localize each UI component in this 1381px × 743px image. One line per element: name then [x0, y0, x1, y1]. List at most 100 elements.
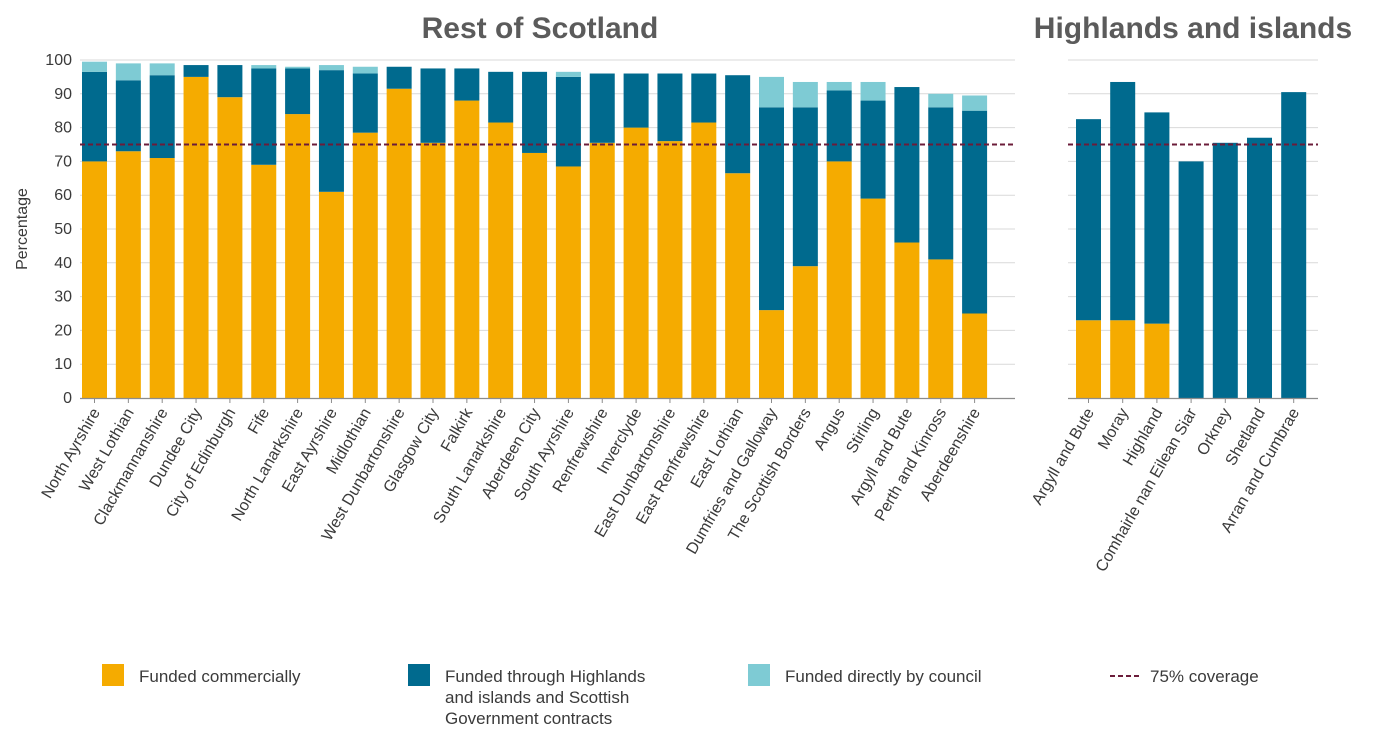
bar-dumfries-and-galloway-hi_sg: [759, 107, 784, 311]
bar-falkirk-hi_sg: [454, 68, 480, 101]
y-tick-label-100: 100: [45, 52, 72, 69]
legend-label-3-0: 75% coverage: [1150, 667, 1259, 686]
bar-dumfries-and-galloway-council: [759, 76, 784, 108]
y-axis-label: Percentage: [14, 188, 31, 270]
bar-west-dunbartonshire-commercial: [386, 88, 412, 398]
bar-the-scottish-borders-hi_sg: [792, 107, 818, 267]
bar-glasgow-city-hi_sg: [420, 68, 446, 143]
bar-angus-commercial: [826, 161, 852, 398]
bar-east-ayrshire-hi_sg: [318, 70, 344, 192]
bar-fife-council: [251, 65, 277, 69]
bar-east-lothian-commercial: [725, 173, 751, 398]
bar-east-dunbartonshire-commercial: [657, 141, 683, 398]
bar-north-ayrshire-hi_sg: [82, 71, 107, 162]
bar-renfrewshire-hi_sg: [589, 73, 615, 143]
bar-stirling-council: [860, 81, 886, 101]
legend-swatch-council: [748, 664, 770, 686]
bar-moray-hi_sg: [1110, 81, 1136, 321]
legend-label-1-1: and islands and Scottish: [445, 688, 629, 707]
bar-south-ayrshire-council: [555, 71, 581, 77]
bar-moray-commercial: [1110, 320, 1136, 398]
bar-clackmannanshire-council: [149, 63, 175, 76]
y-tick-label-70: 70: [54, 153, 72, 170]
bar-renfrewshire-commercial: [589, 142, 615, 398]
legend: Funded commercially Funded through Highla…: [102, 664, 1259, 728]
legend-swatch-hi_sg: [408, 664, 430, 686]
x-tick-label-fife: Fife: [245, 405, 273, 437]
bar-east-dunbartonshire-hi_sg: [657, 73, 683, 142]
bar-south-lanarkshire-hi_sg: [488, 71, 514, 123]
x-tick-label-angus: Angus: [811, 406, 848, 454]
bar-north-ayrshire-council: [82, 61, 107, 72]
bar-east-renfrewshire-hi_sg: [691, 73, 717, 123]
bar-argyll-and-bute-commercial: [1076, 320, 1101, 398]
legend-label-0-0: Funded commercially: [139, 667, 301, 686]
bar-midlothian-commercial: [352, 132, 378, 399]
bar-perth-and-kinross-council: [928, 93, 954, 108]
bar-midlothian-hi_sg: [352, 73, 378, 133]
legend-swatch-commercial: [102, 664, 124, 686]
rest-of-scotland-title: Rest of Scotland: [422, 12, 659, 45]
bar-west-lothian-hi_sg: [115, 80, 141, 152]
bar-east-ayrshire-council: [318, 65, 344, 71]
y-tick-label-80: 80: [54, 120, 72, 137]
bar-perth-and-kinross-hi_sg: [928, 107, 954, 260]
bar-aberdeenshire-hi_sg: [962, 110, 988, 314]
bar-argyll-and-bute-hi_sg: [1076, 119, 1101, 321]
bar-east-ayrshire-commercial: [318, 191, 344, 398]
y-tick-label-50: 50: [54, 221, 72, 238]
bar-north-lanarkshire-commercial: [285, 114, 311, 398]
bar-north-lanarkshire-council: [285, 66, 311, 69]
bar-south-ayrshire-commercial: [555, 166, 581, 398]
bars-layer: [82, 61, 1307, 399]
bar-east-lothian-hi_sg: [725, 75, 751, 174]
bar-west-dunbartonshire-hi_sg: [386, 66, 412, 89]
bar-stirling-hi_sg: [860, 100, 886, 199]
bar-shetland-hi_sg: [1247, 137, 1272, 399]
bar-north-ayrshire-commercial: [82, 161, 107, 398]
bar-dumfries-and-galloway-commercial: [759, 310, 784, 398]
legend-label-1-2: Government contracts: [445, 709, 612, 728]
bar-inverclyde-hi_sg: [623, 73, 649, 128]
bar-west-lothian-council: [115, 63, 141, 81]
bar-aberdeenshire-commercial: [962, 313, 988, 398]
bar-orkney-hi_sg: [1212, 142, 1238, 398]
bar-comhairle-nan-eilean-siar-hi_sg: [1178, 161, 1204, 398]
highlands-and-islands-title: Highlands and islands: [1034, 12, 1352, 45]
bar-glasgow-city-commercial: [420, 142, 446, 398]
y-tick-label-20: 20: [54, 322, 72, 339]
y-tick-label-0: 0: [63, 390, 72, 407]
bar-stirling-commercial: [860, 198, 886, 398]
legend-label-2-0: Funded directly by council: [785, 667, 982, 686]
bar-east-renfrewshire-commercial: [691, 122, 717, 398]
bar-north-lanarkshire-hi_sg: [285, 68, 311, 115]
bar-highland-hi_sg: [1144, 112, 1170, 324]
bar-city-of-edinburgh-commercial: [217, 97, 243, 399]
legend-label-1-0: Funded through Highlands: [445, 667, 645, 686]
bar-inverclyde-commercial: [623, 127, 649, 398]
bar-aberdeen-city-hi_sg: [522, 71, 548, 153]
y-tick-label-60: 60: [54, 187, 72, 204]
x-tick-label-moray: Moray: [1095, 406, 1132, 453]
bar-midlothian-council: [352, 66, 378, 74]
bar-west-lothian-commercial: [115, 151, 141, 398]
bar-fife-commercial: [251, 164, 277, 398]
bar-aberdeen-city-commercial: [522, 152, 548, 398]
bar-argyll-and-bute-hi_sg: [894, 87, 920, 243]
bar-aberdeenshire-council: [962, 95, 988, 111]
y-tick-label-90: 90: [54, 86, 72, 103]
bar-south-lanarkshire-commercial: [488, 122, 514, 398]
bar-clackmannanshire-hi_sg: [149, 75, 175, 159]
y-tick-label-10: 10: [54, 356, 72, 373]
bar-angus-council: [826, 81, 852, 91]
y-tick-label-40: 40: [54, 255, 72, 272]
bar-angus-hi_sg: [826, 90, 852, 162]
bar-south-ayrshire-hi_sg: [555, 76, 581, 167]
y-tick-label-30: 30: [54, 289, 72, 306]
bar-clackmannanshire-commercial: [149, 158, 175, 398]
bar-fife-hi_sg: [251, 68, 277, 165]
bar-falkirk-commercial: [454, 100, 480, 398]
bar-city-of-edinburgh-hi_sg: [217, 65, 243, 98]
x-tick-label-argyll-and-bute: Argyll and Bute: [1029, 405, 1098, 508]
